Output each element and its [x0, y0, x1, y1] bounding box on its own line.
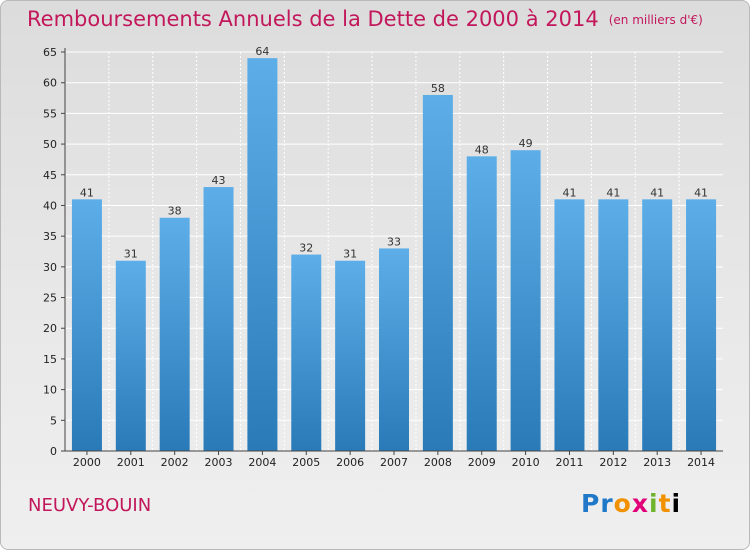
y-tick-label: 40	[43, 199, 57, 212]
chart-title-text: Remboursements Annuels de la Dette de 20…	[27, 7, 599, 31]
bar	[159, 217, 190, 451]
x-tick-label: 2004	[248, 456, 276, 469]
y-tick-label: 5	[50, 414, 57, 427]
x-tick-label: 2014	[687, 456, 715, 469]
value-labels: 41 31 38 43 64 32 31 33 58 48 49 41 41 41 41	[80, 45, 708, 261]
x-tick-label: 2008	[424, 456, 452, 469]
logo-letter: i	[671, 489, 682, 518]
bar-value-label: 41	[650, 186, 664, 199]
bar	[510, 150, 541, 451]
y-tick-label: 30	[43, 261, 57, 274]
x-tick-label: 2009	[468, 456, 496, 469]
logo-letter: t	[658, 489, 672, 518]
x-tick-label: 2000	[73, 456, 101, 469]
chart-subtitle: (en milliers d'€)	[608, 13, 703, 27]
x-tick-label: 2011	[555, 456, 583, 469]
axes: 0 5 10 15 20 25 30 35 40 45 50 55 60 65 2000 2001 2002 20…	[43, 46, 723, 469]
bar-value-label: 48	[475, 143, 489, 156]
x-tick-label: 2013	[643, 456, 671, 469]
x-tick-label: 2012	[599, 456, 627, 469]
bar	[598, 199, 629, 451]
bar	[203, 187, 234, 452]
y-tick-label: 65	[43, 46, 57, 59]
logo-letter: i	[649, 489, 659, 518]
y-tick-label: 20	[43, 322, 57, 335]
bar	[115, 260, 146, 451]
bar-value-label: 41	[80, 186, 94, 199]
bar-value-label: 33	[387, 235, 401, 248]
y-tick-label: 10	[43, 384, 57, 397]
bar	[71, 199, 102, 451]
bar	[642, 199, 673, 451]
bar	[686, 199, 717, 451]
bar-value-label: 31	[124, 248, 138, 261]
chart-title: Remboursements Annuels de la Dette de 20…	[27, 7, 703, 31]
x-tick-label: 2002	[161, 456, 189, 469]
bar-value-label: 64	[255, 45, 269, 58]
bar-value-label: 49	[519, 137, 533, 150]
x-tick-label: 2010	[512, 456, 540, 469]
y-tick-label: 35	[43, 230, 57, 243]
bar-value-label: 32	[299, 242, 313, 255]
y-tick-label: 45	[43, 169, 57, 182]
bar	[554, 199, 585, 451]
bar-value-label: 43	[212, 174, 226, 187]
place-name: NEUVY-BOUIN	[28, 495, 152, 516]
y-tick-label: 60	[43, 77, 57, 90]
bar-value-label: 41	[606, 186, 620, 199]
y-tick-label: 25	[43, 292, 57, 305]
bar	[466, 156, 497, 451]
bars	[71, 58, 717, 452]
logo-letter: P	[581, 489, 601, 518]
x-tick-label: 2005	[292, 456, 320, 469]
logo-letter: r	[600, 489, 614, 518]
logo-letter: x	[631, 489, 649, 518]
x-tick-label: 2003	[205, 456, 233, 469]
bar	[291, 254, 322, 451]
x-tick-label: 2007	[380, 456, 408, 469]
bar	[422, 94, 453, 451]
bar-value-label: 31	[343, 248, 357, 261]
proxiti-logo: Proxiti	[581, 489, 681, 518]
x-tick-label: 2001	[117, 456, 145, 469]
bar-value-label: 58	[431, 82, 445, 95]
y-tick-label: 15	[43, 353, 57, 366]
bar-value-label: 41	[562, 186, 576, 199]
bar	[335, 260, 366, 451]
y-tick-label: 0	[50, 445, 57, 458]
x-tick-label: 2006	[336, 456, 364, 469]
bar	[379, 248, 409, 451]
y-tick-label: 55	[43, 107, 57, 120]
bar-value-label: 38	[168, 205, 182, 218]
bar-value-label: 41	[694, 186, 708, 199]
bar	[247, 58, 278, 452]
logo-letter: o	[613, 489, 632, 518]
y-tick-label: 50	[43, 138, 57, 151]
